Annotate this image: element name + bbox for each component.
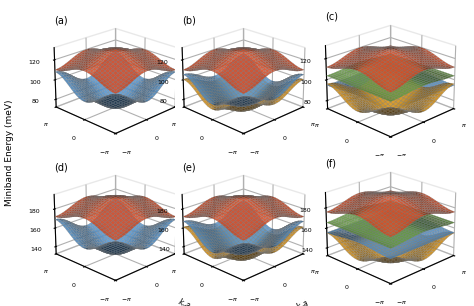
- Text: (b): (b): [182, 16, 196, 26]
- Text: (c): (c): [325, 12, 338, 22]
- Text: (e): (e): [182, 163, 196, 173]
- Text: (f): (f): [325, 159, 337, 169]
- Y-axis label: $k_y a$: $k_y a$: [175, 297, 193, 306]
- Text: (a): (a): [54, 16, 68, 26]
- Text: (d): (d): [54, 163, 68, 173]
- Text: Miniband Energy (meV): Miniband Energy (meV): [5, 100, 14, 206]
- X-axis label: $k_x a$: $k_x a$: [294, 297, 312, 306]
